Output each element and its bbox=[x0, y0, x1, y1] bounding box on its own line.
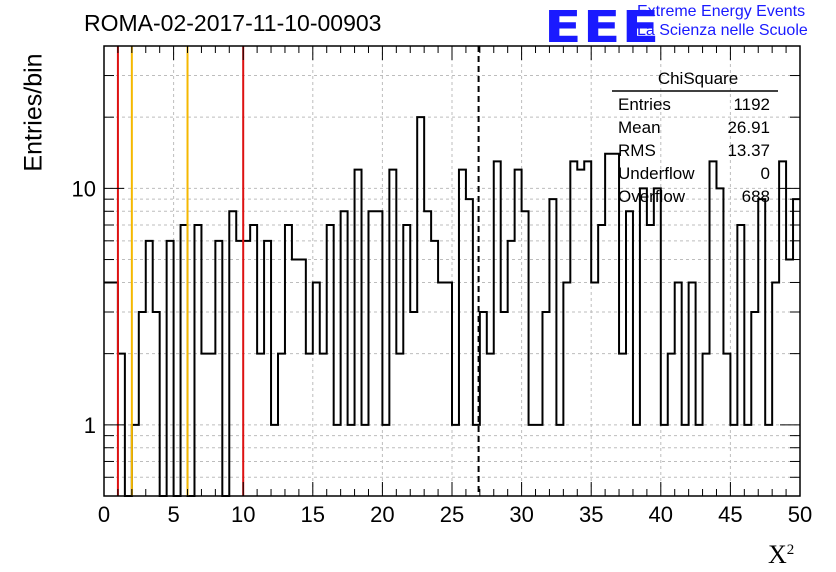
logo-subtitle-2: La Scienza nelle Scuole bbox=[637, 22, 808, 39]
run-title: ROMA-02-2017-11-10-00903 bbox=[84, 10, 382, 36]
x-axis-ticks: 0 5 10 15 20 25 30 35 40 45 50 bbox=[98, 46, 812, 527]
histogram-series bbox=[104, 116, 800, 497]
x-tick-label: 5 bbox=[167, 502, 179, 527]
y-axis-label: Entries/bin bbox=[19, 53, 48, 172]
x-tick-label: 15 bbox=[301, 502, 325, 527]
x-tick-label: 0 bbox=[98, 502, 110, 527]
stats-row-value: 0 bbox=[761, 164, 770, 183]
x-tick-label: 25 bbox=[440, 502, 464, 527]
stats-row-value: 1192 bbox=[733, 95, 770, 114]
x-tick-label: 50 bbox=[788, 502, 812, 527]
x-tick-label: 35 bbox=[579, 502, 603, 527]
stats-row-label: Overflow bbox=[618, 187, 686, 206]
x-tick-label: 40 bbox=[649, 502, 673, 527]
stats-row-value: 13.37 bbox=[727, 141, 770, 160]
x-axis-label: X2 bbox=[768, 540, 795, 569]
y-axis-ticks: 1 10 bbox=[72, 45, 800, 497]
histogram-outline bbox=[104, 116, 800, 497]
y-tick-label: 1 bbox=[84, 413, 96, 438]
x-tick-label: 10 bbox=[231, 502, 255, 527]
stats-row-label: RMS bbox=[618, 141, 656, 160]
stats-row-label: Mean bbox=[618, 118, 661, 137]
stats-title: ChiSquare bbox=[658, 69, 738, 88]
stats-row-label: Entries bbox=[618, 95, 671, 114]
x-tick-label: 20 bbox=[370, 502, 394, 527]
stats-row-label: Underflow bbox=[618, 164, 695, 183]
x-tick-label: 45 bbox=[718, 502, 742, 527]
stats-box: ChiSquare Entries 1192 Mean 26.91 RMS 13.37 Und… bbox=[612, 69, 778, 206]
y-tick-label: 10 bbox=[72, 176, 96, 201]
logo-subtitle-1: Extreme Energy Events bbox=[637, 3, 806, 20]
eee-logo: EEE bbox=[544, 2, 661, 53]
stats-row-value: 26.91 bbox=[727, 118, 770, 137]
stats-row-value: 688 bbox=[742, 187, 770, 206]
x-tick-label: 30 bbox=[509, 502, 533, 527]
grid-lines bbox=[104, 46, 800, 496]
cut-lines bbox=[116, 46, 480, 496]
